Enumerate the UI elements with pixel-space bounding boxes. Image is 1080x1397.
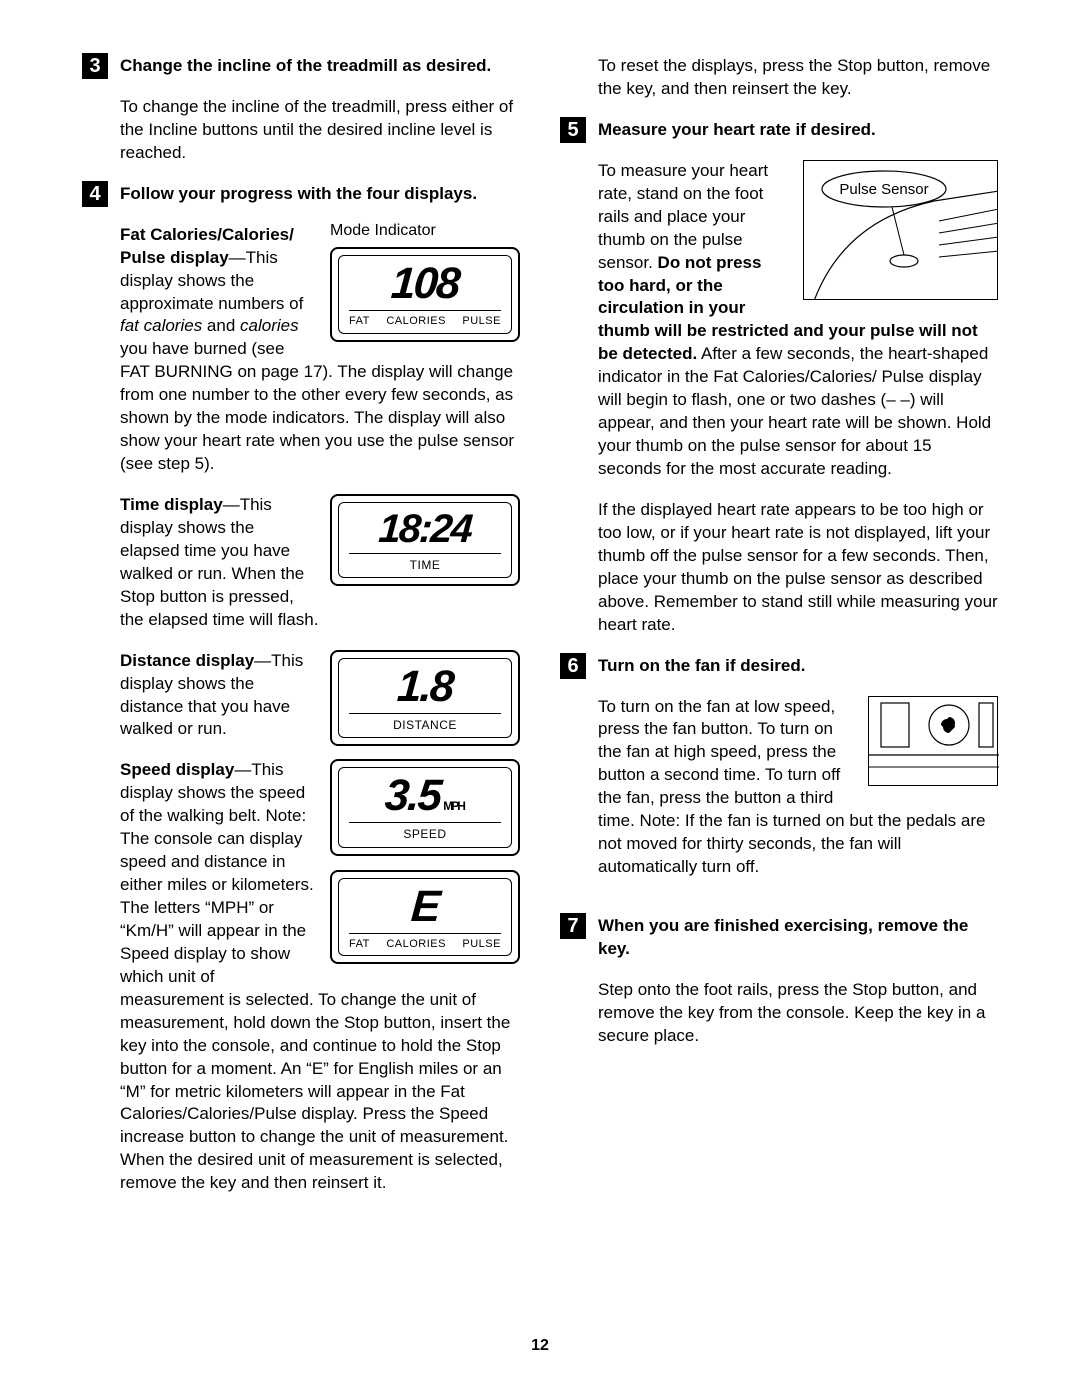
- s5-txt-c: After a few seconds, the heart-shaped in…: [598, 344, 991, 478]
- pulse-sensor-label: Pulse Sensor: [839, 181, 928, 198]
- step-5-body: Pulse Sensor To measure your heart rate,…: [598, 160, 998, 637]
- step-6-body: To turn on the fan at low speed, press t…: [598, 696, 998, 898]
- time-display: 18:24 TIME: [330, 494, 520, 586]
- time-rest: —This display shows the elapsed time you…: [120, 495, 318, 629]
- mode-indicator-caption: Mode Indicator: [330, 220, 520, 242]
- speed-number: 3.5: [383, 771, 442, 820]
- label-calories: CALORIES: [386, 314, 446, 329]
- label-pulse: PULSE: [462, 314, 501, 329]
- right-column: To reset the displays, press the Stop bu…: [560, 55, 998, 1231]
- pulse-sensor-svg: Pulse Sensor: [804, 161, 998, 300]
- time-value: 18:24: [348, 507, 503, 549]
- time-label: TIME: [349, 553, 501, 573]
- step-7: 7 When you are finished exercising, remo…: [598, 915, 998, 1048]
- speed-unit: MPH: [443, 800, 464, 812]
- reset-text: To reset the displays, press the Stop bu…: [598, 55, 998, 101]
- distance-value: 1.8: [347, 663, 502, 709]
- step-4-heading: Follow your progress with the four displ…: [120, 183, 520, 206]
- fat-italic-1: fat calories: [120, 316, 202, 335]
- speed-label: SPEED: [349, 822, 501, 842]
- fat-txt-2: and: [202, 316, 240, 335]
- fan-diagram: [868, 696, 998, 786]
- step-number-7: 7: [560, 913, 586, 939]
- step-7-heading: When you are finished exercising, remove…: [598, 915, 998, 961]
- speed-value: 3.5MPH: [347, 772, 502, 818]
- step-3-body: To change the incline of the treadmill, …: [120, 96, 520, 165]
- label-fat: FAT: [349, 314, 370, 329]
- step-4: 4 Follow your progress with the four dis…: [120, 183, 520, 1213]
- fat-calories-labels: FAT CALORIES PULSE: [349, 310, 501, 329]
- distance-bold: Distance display: [120, 651, 254, 670]
- step-number-5: 5: [560, 117, 586, 143]
- step-3: 3 Change the incline of the treadmill as…: [120, 55, 520, 165]
- e-labels: FAT CALORIES PULSE: [349, 933, 501, 952]
- step-5-heading: Measure your heart rate if desired.: [598, 119, 998, 142]
- time-bold: Time display: [120, 495, 223, 514]
- fan-svg: [869, 697, 999, 787]
- fat-calories-display: Mode Indicator 108 FAT CALORIES PULSE: [330, 220, 520, 342]
- fat-txt-3: you have burned (see FAT BURNING on page…: [120, 339, 514, 473]
- step-5: 5 Measure your heart rate if desired. Pu…: [598, 119, 998, 637]
- step-7-body: Step onto the foot rails, press the Stop…: [598, 979, 998, 1048]
- e-label-pulse: PULSE: [462, 937, 501, 952]
- e-label-fat: FAT: [349, 937, 370, 952]
- step-5-p2: If the displayed heart rate appears to b…: [598, 499, 998, 637]
- step-number-4: 4: [82, 181, 108, 207]
- e-label-calories: CALORIES: [386, 937, 446, 952]
- step-3-heading: Change the incline of the treadmill as d…: [120, 55, 520, 78]
- speed-bold: Speed display: [120, 760, 234, 779]
- pulse-sensor-diagram: Pulse Sensor: [803, 160, 998, 300]
- e-value: E: [347, 883, 502, 929]
- fat-calories-value: 108: [347, 260, 502, 306]
- step-number-3: 3: [82, 53, 108, 79]
- speed-displays-group: 3.5MPH SPEED E FAT CALORIES PULSE: [330, 759, 520, 964]
- step-6: 6 Turn on the fan if desired. To turn on…: [598, 655, 998, 897]
- step-number-6: 6: [560, 653, 586, 679]
- two-column-layout: 3 Change the incline of the treadmill as…: [82, 55, 998, 1231]
- left-column: 3 Change the incline of the treadmill as…: [82, 55, 520, 1231]
- page-number: 12: [0, 1335, 1080, 1357]
- fat-italic-2: calories: [240, 316, 299, 335]
- step-6-heading: Turn on the fan if desired.: [598, 655, 998, 678]
- distance-label: DISTANCE: [349, 713, 501, 733]
- step-4-body: Mode Indicator 108 FAT CALORIES PULSE Fa…: [120, 224, 520, 1214]
- distance-display: 1.8 DISTANCE: [330, 650, 520, 746]
